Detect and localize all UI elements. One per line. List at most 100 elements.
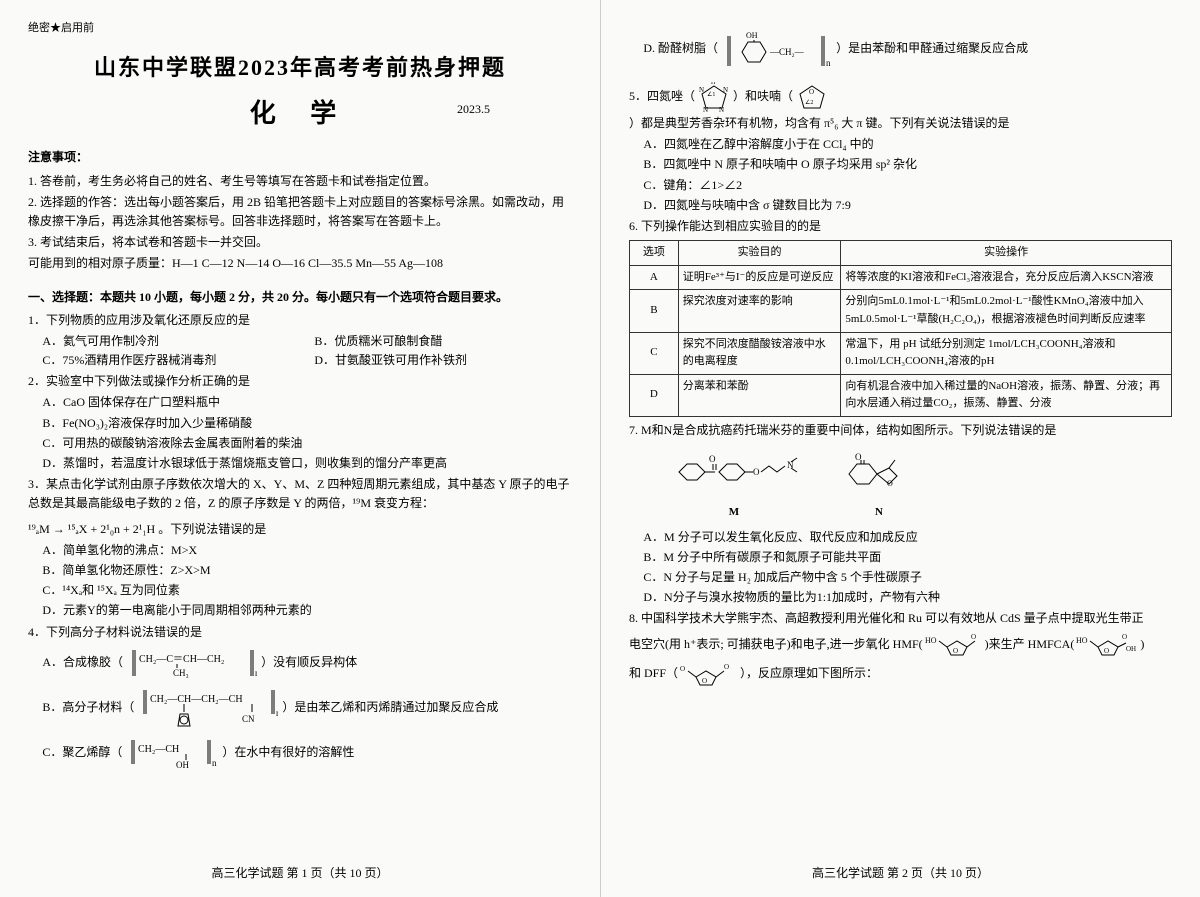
svg-text:O: O: [724, 663, 729, 671]
svg-text:CN: CN: [242, 714, 255, 724]
q5-opt-d: D．四氮唑与呋喃中含 σ 键数目比为 7:9: [643, 196, 1172, 215]
col-option: 选项: [630, 241, 679, 266]
secrecy-tag: 绝密★启用前: [28, 20, 572, 38]
q4-a-pre: A．合成橡胶（: [42, 653, 123, 672]
q4-c-post: ）在水中有很好的溶解性: [222, 743, 354, 762]
exam-sheet: 绝密★启用前 山东中学联盟2023年高考考前热身押题 化 学 2023.5 注意…: [0, 0, 1200, 897]
cell-op: 常温下，用 pH 试纸分别测定 1mol/LCH₃COONH₄溶液和 0.1mo…: [841, 332, 1172, 374]
svg-text:O: O: [1104, 647, 1109, 655]
q4-opt-d: D. 酚醛树脂（ OH —CH₂— n ）是由苯酚和甲醛通过缩聚反应合成: [643, 28, 1172, 70]
q4-c-pre: C．聚乙烯醇（: [42, 743, 122, 762]
svg-text:N: N: [699, 86, 704, 94]
svg-text:O: O: [702, 677, 707, 685]
q6-table: 选项 实验目的 实验操作 A 证明Fe³⁺与I⁻的反应是可逆反应 将等浓度的KI…: [629, 240, 1172, 417]
q1-opt-a: A．氦气可用作制冷剂: [28, 332, 300, 351]
svg-text:N: N: [703, 106, 708, 112]
q5-stem-pre: 5．四氮唑（: [629, 87, 695, 106]
svg-text:O: O: [971, 633, 976, 641]
q8-l2-mid: )来生产 HMFCA(: [985, 635, 1075, 654]
svg-text:HO: HO: [925, 636, 937, 645]
svg-text:N: N: [787, 460, 794, 470]
svg-text:—CH₂—: —CH₂—: [769, 47, 805, 57]
svg-text:O: O: [753, 467, 760, 477]
label-n: N: [839, 504, 919, 522]
q2-opt-b: B．Fe(NO₃)₂溶液保存时加入少量稀硝酸: [42, 414, 572, 433]
svg-text:H: H: [711, 82, 716, 86]
q4-stem: 4．下列高分子材料说法错误的是: [28, 623, 572, 642]
footer-page-1: 高三化学试题 第 1 页（共 10 页）: [0, 864, 600, 883]
svg-text:N: N: [723, 86, 728, 94]
svg-text:OH: OH: [746, 31, 758, 40]
svg-text:∠1: ∠1: [707, 91, 715, 98]
q4-d-structure-icon: OH —CH₂— n: [722, 28, 832, 70]
q1-opt-c: C．75%酒精用作医疗器械消毒剂: [28, 351, 300, 370]
q7-opt-d: D．N分子与溴水按物质的量比为1:1加成时，产物有六种: [643, 588, 1172, 607]
q4-a-structure-icon: CH₂—C＝CH—CH₂ CH₃ n: [127, 646, 257, 680]
q2-stem: 2．实验室中下列做法或操作分析正确的是: [28, 372, 572, 391]
q8-l3-pre: 和 DFF（: [629, 664, 678, 683]
svg-text:∠2: ∠2: [805, 99, 813, 106]
col-operation: 实验操作: [841, 241, 1172, 266]
cell-aim: 分离苯和苯酚: [678, 374, 841, 416]
q4-opt-a: A．合成橡胶（ CH₂—C＝CH—CH₂ CH₃ n ）没有顺反异构体: [42, 646, 572, 680]
svg-text:OH: OH: [176, 760, 189, 770]
q5-options: A．四氮唑在乙醇中溶解度小于在 CCl₄ 中的 B．四氮唑中 N 原子和呋喃中 …: [629, 135, 1172, 215]
q1-opt-b: B．优质糯米可酿制食醋: [300, 332, 572, 351]
svg-text:N: N: [719, 106, 724, 112]
q5-stem-mid: ）和呋喃（: [733, 87, 793, 106]
part1-head: 一、选择题：本题共 10 小题，每小题 2 分，共 20 分。每小题只有一个选项…: [28, 288, 572, 307]
q4-b-structure-icon: CH₂—CH—CH₂—CH CN n: [138, 686, 278, 730]
q8-stem: 8. 中国科学技术大学熊宇杰、高超教授利用光催化和 Ru 可以有效地从 CdS …: [629, 609, 1172, 628]
q8-l2-pre: 电空穴(用 h⁺表示; 可捕获电子)和电子,进一步氧化 HMF(: [629, 635, 923, 654]
page-2: D. 酚醛树脂（ OH —CH₂— n ）是由苯酚和甲醛通过缩聚反应合成 5．四…: [600, 0, 1200, 897]
q3-stem1: 3．某点击化学试剂由原子序数依次增大的 X、Y、M、Z 四种短周期元素组成，其中…: [28, 475, 572, 513]
q3-opt-b: B．简单氢化物还原性：Z>X>M: [42, 561, 572, 580]
molecule-m-icon: O O N M: [669, 446, 799, 522]
q1-opt-d: D．甘氨酸亚铁可用作补铁剂: [300, 351, 572, 370]
notice-head: 注意事项：: [28, 148, 572, 167]
notice-item: 2. 选择题的作答：选出每小题答案后，用 2B 铅笔把答题卡上对应题目的答案标号…: [28, 193, 572, 231]
svg-text:OH: OH: [1126, 645, 1136, 653]
q4-b-pre: B．高分子材料（: [42, 698, 134, 717]
table-header-row: 选项 实验目的 实验操作: [630, 241, 1172, 266]
hmfca-icon: HO O O OH: [1076, 631, 1138, 659]
cell-opt: C: [630, 332, 679, 374]
svg-text:O: O: [887, 479, 893, 488]
q6-stem: 6. 下列操作能达到相应实验目的的是: [629, 217, 1172, 236]
q7-options: A．M 分子可以发生氧化反应、取代反应和加成反应 B．M 分子中所有碳原子和氮原…: [629, 528, 1172, 608]
page-1: 绝密★启用前 山东中学联盟2023年高考考前热身押题 化 学 2023.5 注意…: [0, 0, 600, 897]
q1-options-row1: A．氦气可用作制冷剂 B．优质糯米可酿制食醋: [28, 332, 572, 351]
table-row: B 探究浓度对速率的影响 分别向5mL0.1mol·L⁻¹和5mL0.2mol·…: [630, 290, 1172, 332]
q3-opt-c: C．¹⁴Xₐ和 ¹⁵Xₐ 互为同位素: [42, 581, 572, 600]
table-row: A 证明Fe³⁺与I⁻的反应是可逆反应 将等浓度的KI溶液和FeCl₃溶液混合，…: [630, 265, 1172, 290]
exam-date: 2023.5: [457, 100, 490, 119]
label-m: M: [669, 504, 799, 522]
q7-stem: 7. M和N是合成抗癌药托瑞米芬的重要中间体，结构如图所示。下列说法错误的是: [629, 421, 1172, 440]
q7-opt-c: C．N 分子与足量 H₂ 加成后产物中含 5 个手性碳原子: [643, 568, 1172, 587]
q8-l2-post: ): [1140, 635, 1144, 654]
svg-text:n: n: [826, 58, 831, 68]
q3-equation: ¹⁹ₐM → ¹⁵ₐX + 2¹₀n + 2¹₁H 。下列说法错误的是: [28, 520, 572, 539]
q5-opt-b: B．四氮唑中 N 原子和呋喃中 O 原子均采用 sp² 杂化: [643, 155, 1172, 174]
svg-text:O: O: [809, 88, 814, 96]
q2-opt-d: D．蒸馏时，若温度计水银球低于蒸馏烧瓶支管口，则收集到的馏分产率更高: [42, 454, 572, 473]
q2-opt-a: A．CaO 固体保存在广口塑料瓶中: [42, 393, 572, 412]
cell-opt: D: [630, 374, 679, 416]
q8-line2: 电空穴(用 h⁺表示; 可捕获电子)和电子,进一步氧化 HMF( HO O O …: [629, 631, 1172, 659]
svg-text:CH₃: CH₃: [173, 668, 189, 678]
tetrazole-icon: N N N N H ∠1: [697, 82, 731, 112]
svg-text:O: O: [1122, 633, 1127, 641]
dff-icon: O O O: [680, 661, 738, 687]
svg-text:n: n: [212, 758, 217, 768]
svg-text:O: O: [709, 454, 716, 464]
q4-opt-d-row: D. 酚醛树脂（ OH —CH₂— n ）是由苯酚和甲醛通过缩聚反应合成: [629, 28, 1172, 70]
q1-stem: 1．下列物质的应用涉及氧化还原反应的是: [28, 311, 572, 330]
cell-opt: A: [630, 265, 679, 290]
furan-icon: O ∠2: [795, 82, 829, 112]
q4-d-pre: D. 酚醛树脂（: [643, 39, 718, 58]
col-aim: 实验目的: [678, 241, 841, 266]
cell-op: 分别向5mL0.1mol·L⁻¹和5mL0.2mol·L⁻¹酸性KMnO₄溶液中…: [841, 290, 1172, 332]
q5-stem: 5．四氮唑（ N N N N H ∠1 ）和呋喃（ O ∠2: [629, 82, 1172, 133]
main-title: 山东中学联盟2023年高考考前热身押题: [28, 50, 572, 85]
q4-a-post: ）没有顺反异构体: [261, 653, 357, 672]
